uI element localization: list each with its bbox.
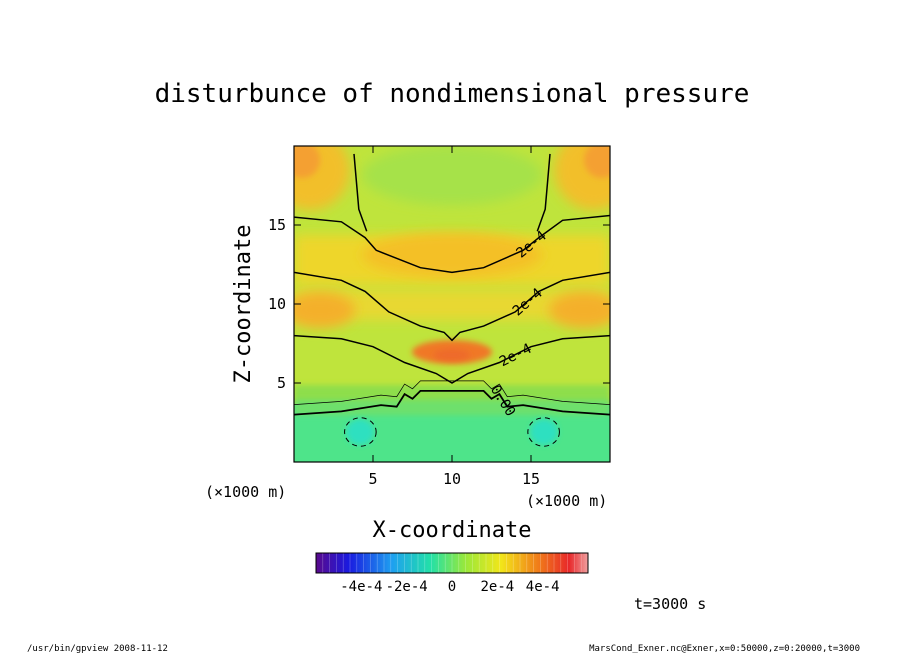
y-tick-label-5: 5	[277, 374, 286, 392]
colorbar-tick-label-0: -4e-4	[340, 579, 382, 595]
footer-right: MarsCond_Exner.nc@Exner,x=0:50000,z=0:20…	[589, 644, 860, 654]
x-tick-label-10: 10	[443, 470, 461, 488]
contour-line-4	[353, 153, 368, 232]
footer-left: /usr/bin/gpview 2008-11-12	[27, 644, 168, 654]
colorbar-gradient	[316, 553, 588, 573]
y-tick-label-10: 10	[268, 295, 286, 313]
plot-area: 2e-42e-42e-40.00	[294, 146, 610, 462]
x-axis-ticks: 5 10 15	[368, 146, 540, 488]
x-axis-label: X-coordinate	[373, 518, 532, 543]
x-tick-label-15: 15	[522, 470, 540, 488]
colorbar-stripes	[322, 553, 582, 573]
contour-line-0	[294, 214, 610, 274]
contour-lines: 2e-42e-42e-40.00	[294, 153, 610, 447]
x-axis-unit-left: (×1000 m)	[205, 483, 286, 501]
field-shading	[294, 146, 610, 462]
x-axis-unit-right: (×1000 m)	[526, 492, 607, 510]
colorbar-tick-label-1: -2e-4	[386, 579, 428, 595]
x-tick-label-5: 5	[368, 470, 377, 488]
contour-line-5	[536, 153, 551, 232]
colorbar-frame	[315, 552, 589, 574]
negative-contour-0	[344, 417, 377, 447]
contour-line-1	[294, 271, 610, 342]
negative-contour-1	[527, 417, 560, 447]
contour-line-2	[294, 334, 610, 384]
contour-line-thin	[294, 380, 610, 405]
y-axis-label: Z-coordinate	[231, 225, 256, 384]
chart-title: disturbunce of nondimensional pressure	[155, 79, 750, 109]
colorbar-tick-label-2: 0	[448, 579, 456, 595]
colorbar: -4e-4 -2e-4 0 2e-4 4e-4	[315, 552, 589, 595]
contour-line-3	[294, 390, 610, 416]
colorbar-ticks: -4e-4 -2e-4 0 2e-4 4e-4	[340, 579, 559, 595]
colorbar-tick-label-4: 4e-4	[526, 579, 560, 595]
y-tick-label-15: 15	[268, 216, 286, 234]
time-annotation: t=3000 s	[634, 595, 706, 613]
y-axis-ticks: 5 10 15	[268, 216, 610, 392]
colorbar-tick-label-3: 2e-4	[480, 579, 514, 595]
